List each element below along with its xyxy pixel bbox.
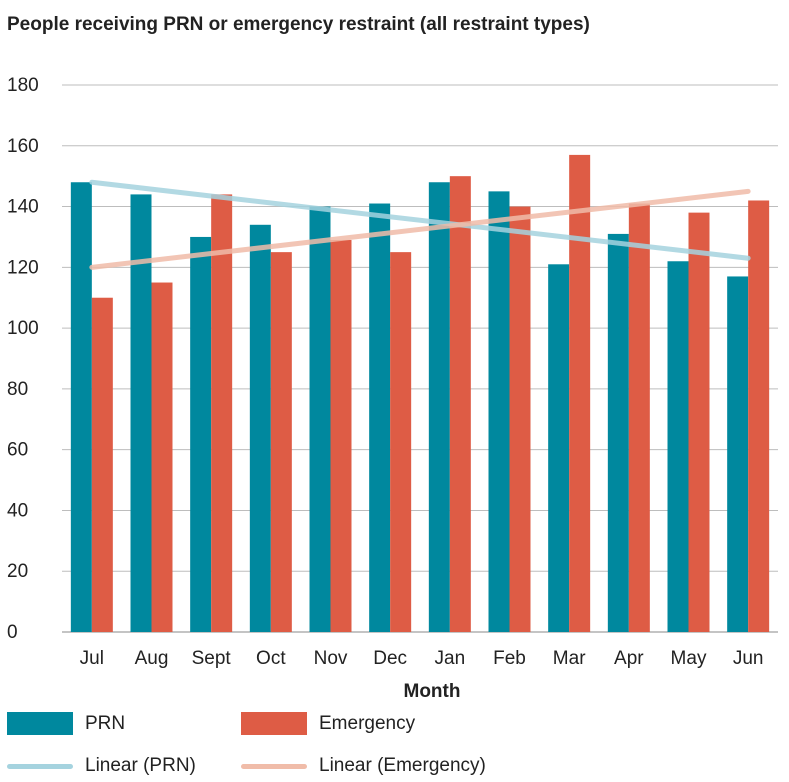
bar-prn-sept xyxy=(190,236,212,632)
bar-prn-jun xyxy=(727,276,749,632)
x-tick-label: Dec xyxy=(373,648,407,669)
legend-label-linear-emergency: Linear (Emergency) xyxy=(319,755,486,776)
y-tick-label: 140 xyxy=(7,197,39,218)
y-tick-label: 120 xyxy=(7,257,39,278)
legend-swatch-emergency xyxy=(241,712,307,735)
y-tick-label: 40 xyxy=(7,500,28,521)
legend-item-linear-emergency: Linear (Emergency) xyxy=(241,755,486,777)
x-tick-label: Sept xyxy=(192,648,232,669)
x-tick-label: Aug xyxy=(135,648,169,669)
y-tick-label: 60 xyxy=(7,440,28,461)
x-tick-label: Apr xyxy=(614,648,644,669)
bar-emergency-jun xyxy=(748,200,770,632)
legend-swatch-linear-prn xyxy=(7,763,73,769)
bar-emergency-oct xyxy=(270,252,292,632)
x-axis-ticks: Jul Aug Sept Oct Nov Dec Jan Feb Mar Apr May Jun xyxy=(80,648,764,669)
bar-emergency-jul xyxy=(91,297,113,632)
bar-prn-jul xyxy=(70,182,92,632)
x-tick-label: May xyxy=(671,648,707,669)
y-tick-label: 80 xyxy=(7,379,28,400)
x-tick-label: Feb xyxy=(493,648,526,669)
bar-prn-feb xyxy=(488,191,510,632)
x-axis-label: Month xyxy=(404,681,461,702)
y-tick-label: 180 xyxy=(7,75,39,96)
y-axis-ticks: 0 20 40 60 80 100 120 140 160 180 xyxy=(7,75,39,643)
legend-label-prn: PRN xyxy=(85,712,126,734)
trendlines xyxy=(89,179,751,270)
bar-prn-may xyxy=(667,261,689,632)
bar-prn-nov xyxy=(309,206,331,633)
legend-swatch-linear-emergency xyxy=(241,763,307,769)
legend-item-linear-prn: Linear (PRN) xyxy=(7,755,196,777)
x-tick-label: Jul xyxy=(80,648,104,669)
bar-emergency-aug xyxy=(151,282,173,632)
bar-emergency-jan xyxy=(449,176,471,632)
legend-item-emergency: Emergency xyxy=(241,712,415,735)
bar-prn-mar xyxy=(548,264,570,632)
bar-emergency-may xyxy=(688,212,710,632)
legend-item-prn: PRN xyxy=(7,712,125,735)
x-tick-label: Jun xyxy=(733,648,764,669)
y-tick-label: 100 xyxy=(7,318,39,339)
chart-title: People receiving PRN or emergency restra… xyxy=(7,14,590,35)
trendline-emergency xyxy=(89,188,751,270)
grid-lines xyxy=(62,84,778,633)
bar-prn-aug xyxy=(130,194,152,632)
bar-prn-dec xyxy=(369,203,391,632)
bars xyxy=(70,154,770,633)
legend-swatch-prn xyxy=(7,712,73,735)
y-tick-label: 0 xyxy=(7,622,18,643)
bar-prn-jan xyxy=(428,182,450,632)
legend-label-linear-prn: Linear (PRN) xyxy=(85,755,196,776)
bar-prn-apr xyxy=(607,233,629,632)
bar-emergency-mar xyxy=(569,154,591,632)
y-tick-label: 20 xyxy=(7,561,28,582)
bar-emergency-apr xyxy=(628,203,650,632)
trendline-prn xyxy=(89,179,751,261)
bar-emergency-nov xyxy=(330,239,352,632)
x-tick-label: Jan xyxy=(435,648,466,669)
bar-emergency-sept xyxy=(211,194,233,632)
bar-emergency-dec xyxy=(390,252,412,632)
x-tick-label: Nov xyxy=(314,648,348,669)
x-tick-label: Mar xyxy=(553,648,586,669)
bar-emergency-feb xyxy=(509,206,531,633)
y-tick-label: 160 xyxy=(7,136,39,157)
x-tick-label: Oct xyxy=(256,648,286,669)
legend-label-emergency: Emergency xyxy=(319,712,416,734)
bar-prn-oct xyxy=(249,224,271,633)
